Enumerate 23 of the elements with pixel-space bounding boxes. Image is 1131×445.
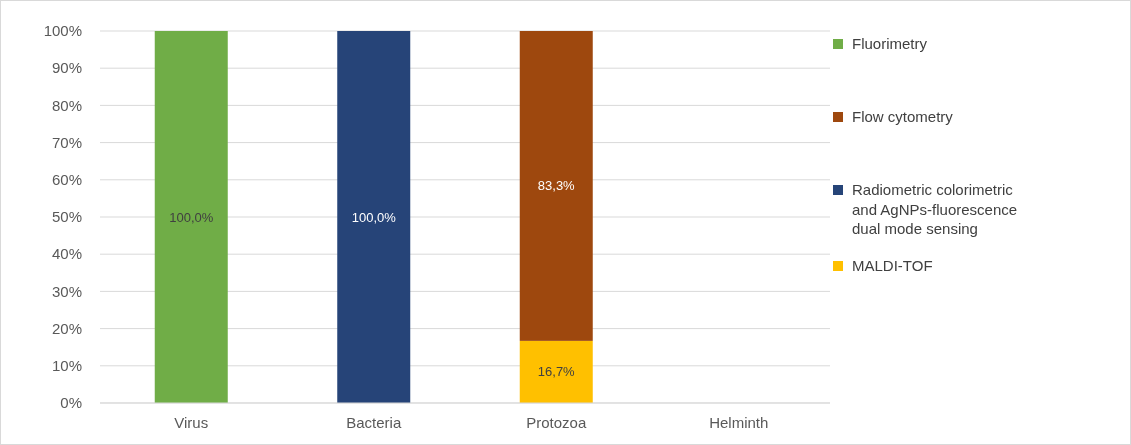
legend-label: Radiometric colorimetric and AgNPs-fluorescence dual mode sensing — [852, 181, 1018, 238]
y-tick-label: 10% — [51, 357, 82, 375]
y-tick-label: 60% — [51, 171, 82, 189]
y-tick-label: 80% — [51, 96, 82, 114]
legend-label: Flow cytometry — [852, 108, 954, 126]
x-tick-label: Protozoa — [526, 414, 587, 431]
data-label: 100,0% — [169, 209, 214, 225]
x-tick-label: Helminth — [709, 414, 769, 431]
data-label: 100,0% — [351, 209, 397, 225]
y-tick-label: 30% — [51, 282, 82, 300]
y-tick-label: 70% — [51, 133, 82, 151]
legend-label: MALDI-TOF — [852, 257, 933, 275]
y-tick-label: 0% — [60, 394, 82, 412]
y-tick-label: 50% — [51, 208, 82, 226]
legend-label: Fluorimetry — [852, 35, 928, 53]
y-tick-label: 100% — [43, 22, 82, 40]
y-tick-label: 40% — [51, 245, 82, 263]
x-tick-label: Virus — [174, 414, 209, 431]
y-tick-label: 20% — [51, 319, 82, 337]
x-tick-label: Bacteria — [346, 414, 402, 431]
y-tick-label: 90% — [51, 59, 82, 77]
data-label: 83,3% — [537, 178, 576, 194]
data-label: 16,7% — [537, 364, 576, 380]
